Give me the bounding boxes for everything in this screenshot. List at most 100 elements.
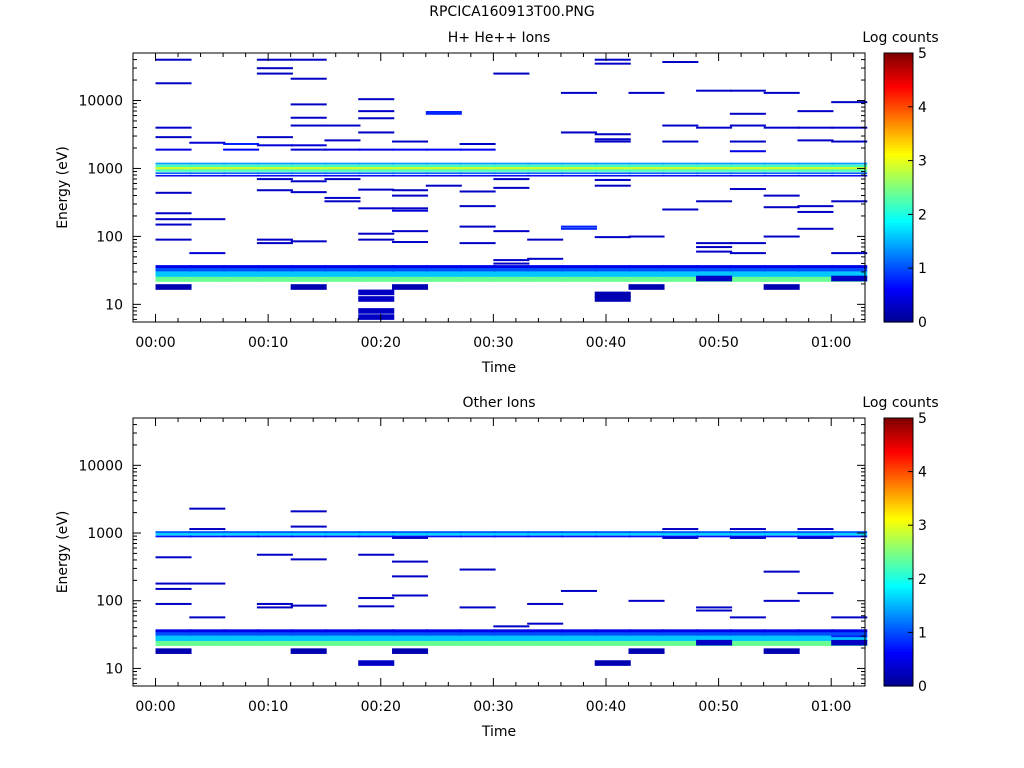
- colorbar-segment: [884, 93, 913, 97]
- heatmap-cell: [662, 208, 699, 211]
- heatmap-cell: [560, 629, 597, 633]
- heatmap-cell: [358, 275, 395, 282]
- heatmap-cell: [763, 91, 800, 94]
- heatmap-cell: [290, 648, 327, 654]
- heatmap-cell: [223, 639, 260, 647]
- heatmap-cell: [594, 291, 631, 298]
- colorbar-segment: [884, 635, 913, 639]
- colorbar-tick-label: 1: [918, 261, 927, 277]
- heatmap-cell: [358, 639, 395, 647]
- colorbar-segment: [884, 509, 913, 513]
- heatmap-cell: [628, 162, 665, 165]
- colorbar-segment: [884, 104, 913, 108]
- heatmap-cell: [628, 235, 665, 238]
- heatmap-cell: [662, 639, 699, 647]
- colorbar-segment: [884, 249, 913, 253]
- heatmap-cell: [392, 162, 429, 165]
- heatmap-cell: [493, 271, 530, 277]
- heatmap-cell: [662, 124, 699, 127]
- colorbar-segment: [884, 581, 913, 585]
- colorbar-segment: [884, 276, 913, 280]
- colorbar-segment: [884, 300, 913, 304]
- heatmap-cell: [324, 533, 361, 536]
- heatmap-cell: [256, 175, 293, 177]
- heatmap-cell: [729, 635, 766, 641]
- colorbar-segment: [884, 295, 913, 299]
- heatmap-cell: [290, 148, 327, 151]
- colorbar-segment: [884, 444, 913, 449]
- heatmap-cell: [594, 169, 631, 172]
- heatmap-cell: [493, 172, 530, 175]
- heatmap-cell: [189, 252, 226, 255]
- heatmap-cell: [392, 535, 429, 538]
- heatmap-cell: [594, 58, 631, 61]
- colorbar-segment: [884, 632, 913, 636]
- heatmap-cell: [797, 639, 834, 647]
- heatmap-cell: [256, 606, 293, 609]
- heatmap-cell: [831, 164, 868, 168]
- heatmap-cell: [729, 533, 766, 536]
- colorbar-segment: [884, 209, 913, 213]
- heatmap-cell: [594, 275, 631, 282]
- heatmap-cell: [223, 275, 260, 282]
- heatmap-cell: [696, 639, 733, 646]
- colorbar-segment: [884, 284, 913, 288]
- heatmap-cell: [155, 58, 192, 61]
- heatmap-cell: [324, 162, 361, 165]
- colorbar-segment: [884, 535, 913, 540]
- heatmap-cell: [324, 629, 361, 633]
- heatmap-panel-other-ions: 00:00 00:10 00:20 00:30 00:40 00:50 01:0010100…: [55, 395, 939, 740]
- colorbar-segment: [884, 319, 913, 323]
- heatmap-cell: [763, 169, 800, 172]
- heatmap-cell: [256, 238, 293, 241]
- heatmap-cell: [358, 314, 395, 320]
- heatmap-cell: [425, 166, 462, 171]
- heatmap-cell: [155, 218, 192, 221]
- heatmap-cell: [425, 635, 462, 641]
- heatmap-cell: [425, 164, 462, 168]
- colorbar-segment: [884, 114, 913, 119]
- heatmap-cell: [594, 164, 631, 168]
- heatmap-cell: [256, 265, 293, 268]
- heatmap-cell: [831, 252, 868, 255]
- heatmap-cell: [256, 553, 293, 556]
- heatmap-cell: [324, 124, 361, 127]
- heatmap-cell: [560, 635, 597, 641]
- heatmap-cell: [831, 533, 868, 536]
- page-title: RPCICA160913T00.PNG: [429, 4, 595, 20]
- heatmap-cell: [324, 531, 361, 534]
- colorbar-segment: [884, 431, 913, 435]
- heatmap-cell: [763, 271, 800, 277]
- heatmap-cell: [527, 164, 564, 168]
- y-tick-label: 1000: [87, 526, 123, 542]
- heatmap-cell: [189, 635, 226, 641]
- colorbar-segment: [884, 543, 913, 548]
- heatmap-cell: [290, 604, 327, 607]
- colorbar-tick-label: 0: [918, 315, 927, 331]
- colorbar-segment: [884, 120, 913, 124]
- heatmap-cell: [290, 631, 327, 636]
- x-tick-label: 00:50: [698, 335, 738, 351]
- colorbar-segment: [884, 316, 913, 320]
- heatmap-cell: [189, 275, 226, 282]
- heatmap-cell: [358, 98, 395, 101]
- colorbar-segment: [884, 533, 913, 537]
- colorbar-segment: [884, 106, 913, 111]
- heatmap-cell: [527, 635, 564, 641]
- heatmap-cell: [223, 531, 260, 534]
- heatmap-cell: [459, 629, 496, 633]
- colorbar-segment: [884, 109, 913, 113]
- colorbar-segment: [884, 506, 913, 510]
- heatmap-cell: [797, 175, 834, 177]
- colorbar-segment: [884, 613, 913, 617]
- colorbar-segment: [884, 514, 913, 518]
- heatmap-cell: [493, 531, 530, 534]
- heatmap-cell: [696, 200, 733, 203]
- colorbar-segment: [884, 149, 913, 154]
- heatmap-cell: [763, 629, 800, 633]
- heatmap-cell: [358, 553, 395, 556]
- heatmap-cell: [256, 266, 293, 272]
- heatmap-cell: [662, 631, 699, 636]
- heatmap-cell: [358, 271, 395, 277]
- colorbar-segment: [884, 87, 913, 92]
